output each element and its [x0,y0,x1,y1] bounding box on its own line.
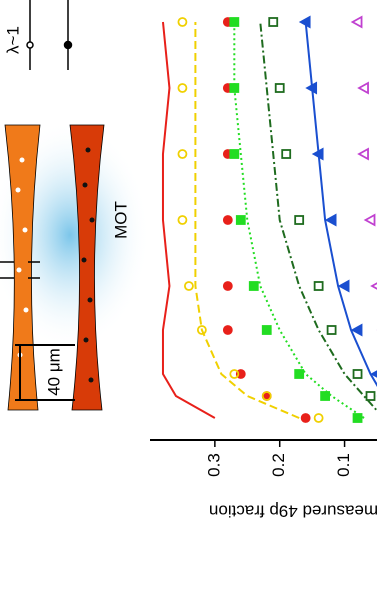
point [337,279,350,293]
point [370,282,377,290]
point [268,17,279,27]
point [294,215,305,225]
fit-line [259,21,377,413]
width-arrows [0,261,40,279]
fit-line [161,21,216,419]
point [235,369,246,379]
point [352,369,363,379]
point [222,215,233,225]
point [320,391,331,401]
point [235,215,246,225]
point [274,83,285,93]
point [222,281,233,291]
point [350,15,363,29]
point [313,413,324,423]
point [365,391,376,401]
axis-title: measured 49p fraction [209,502,377,521]
point [357,81,369,95]
point [261,391,272,401]
point [294,369,305,379]
point [177,17,188,27]
atoms [15,157,29,358]
fiber [4,124,41,411]
point [229,149,240,159]
point [184,281,194,291]
point [350,323,363,337]
fiber [69,124,105,411]
tick-label: 0.2 [269,453,288,477]
tick-label: 0.3 [204,453,223,477]
fit-line [233,22,365,419]
point [222,325,233,335]
tick-label: 0.1 [334,453,353,477]
point [229,17,240,27]
fit-line [194,22,300,419]
point [326,325,337,335]
mot-label: MOT [111,201,130,239]
point [248,281,259,291]
point [363,213,376,227]
corner-label: λ~1 [3,26,22,54]
point [177,149,188,159]
point [177,83,188,93]
point [352,413,363,423]
point [300,413,311,423]
fit-line [304,21,377,387]
point [281,149,292,159]
point [324,213,337,227]
point [229,369,240,379]
point [313,281,324,291]
legend-icons [26,0,73,70]
point [261,325,272,335]
mot-cloud [0,120,150,350]
point [196,325,207,335]
scale-label: 40 μm [44,348,63,396]
point [177,215,188,225]
point [357,147,369,161]
atoms [81,147,95,383]
